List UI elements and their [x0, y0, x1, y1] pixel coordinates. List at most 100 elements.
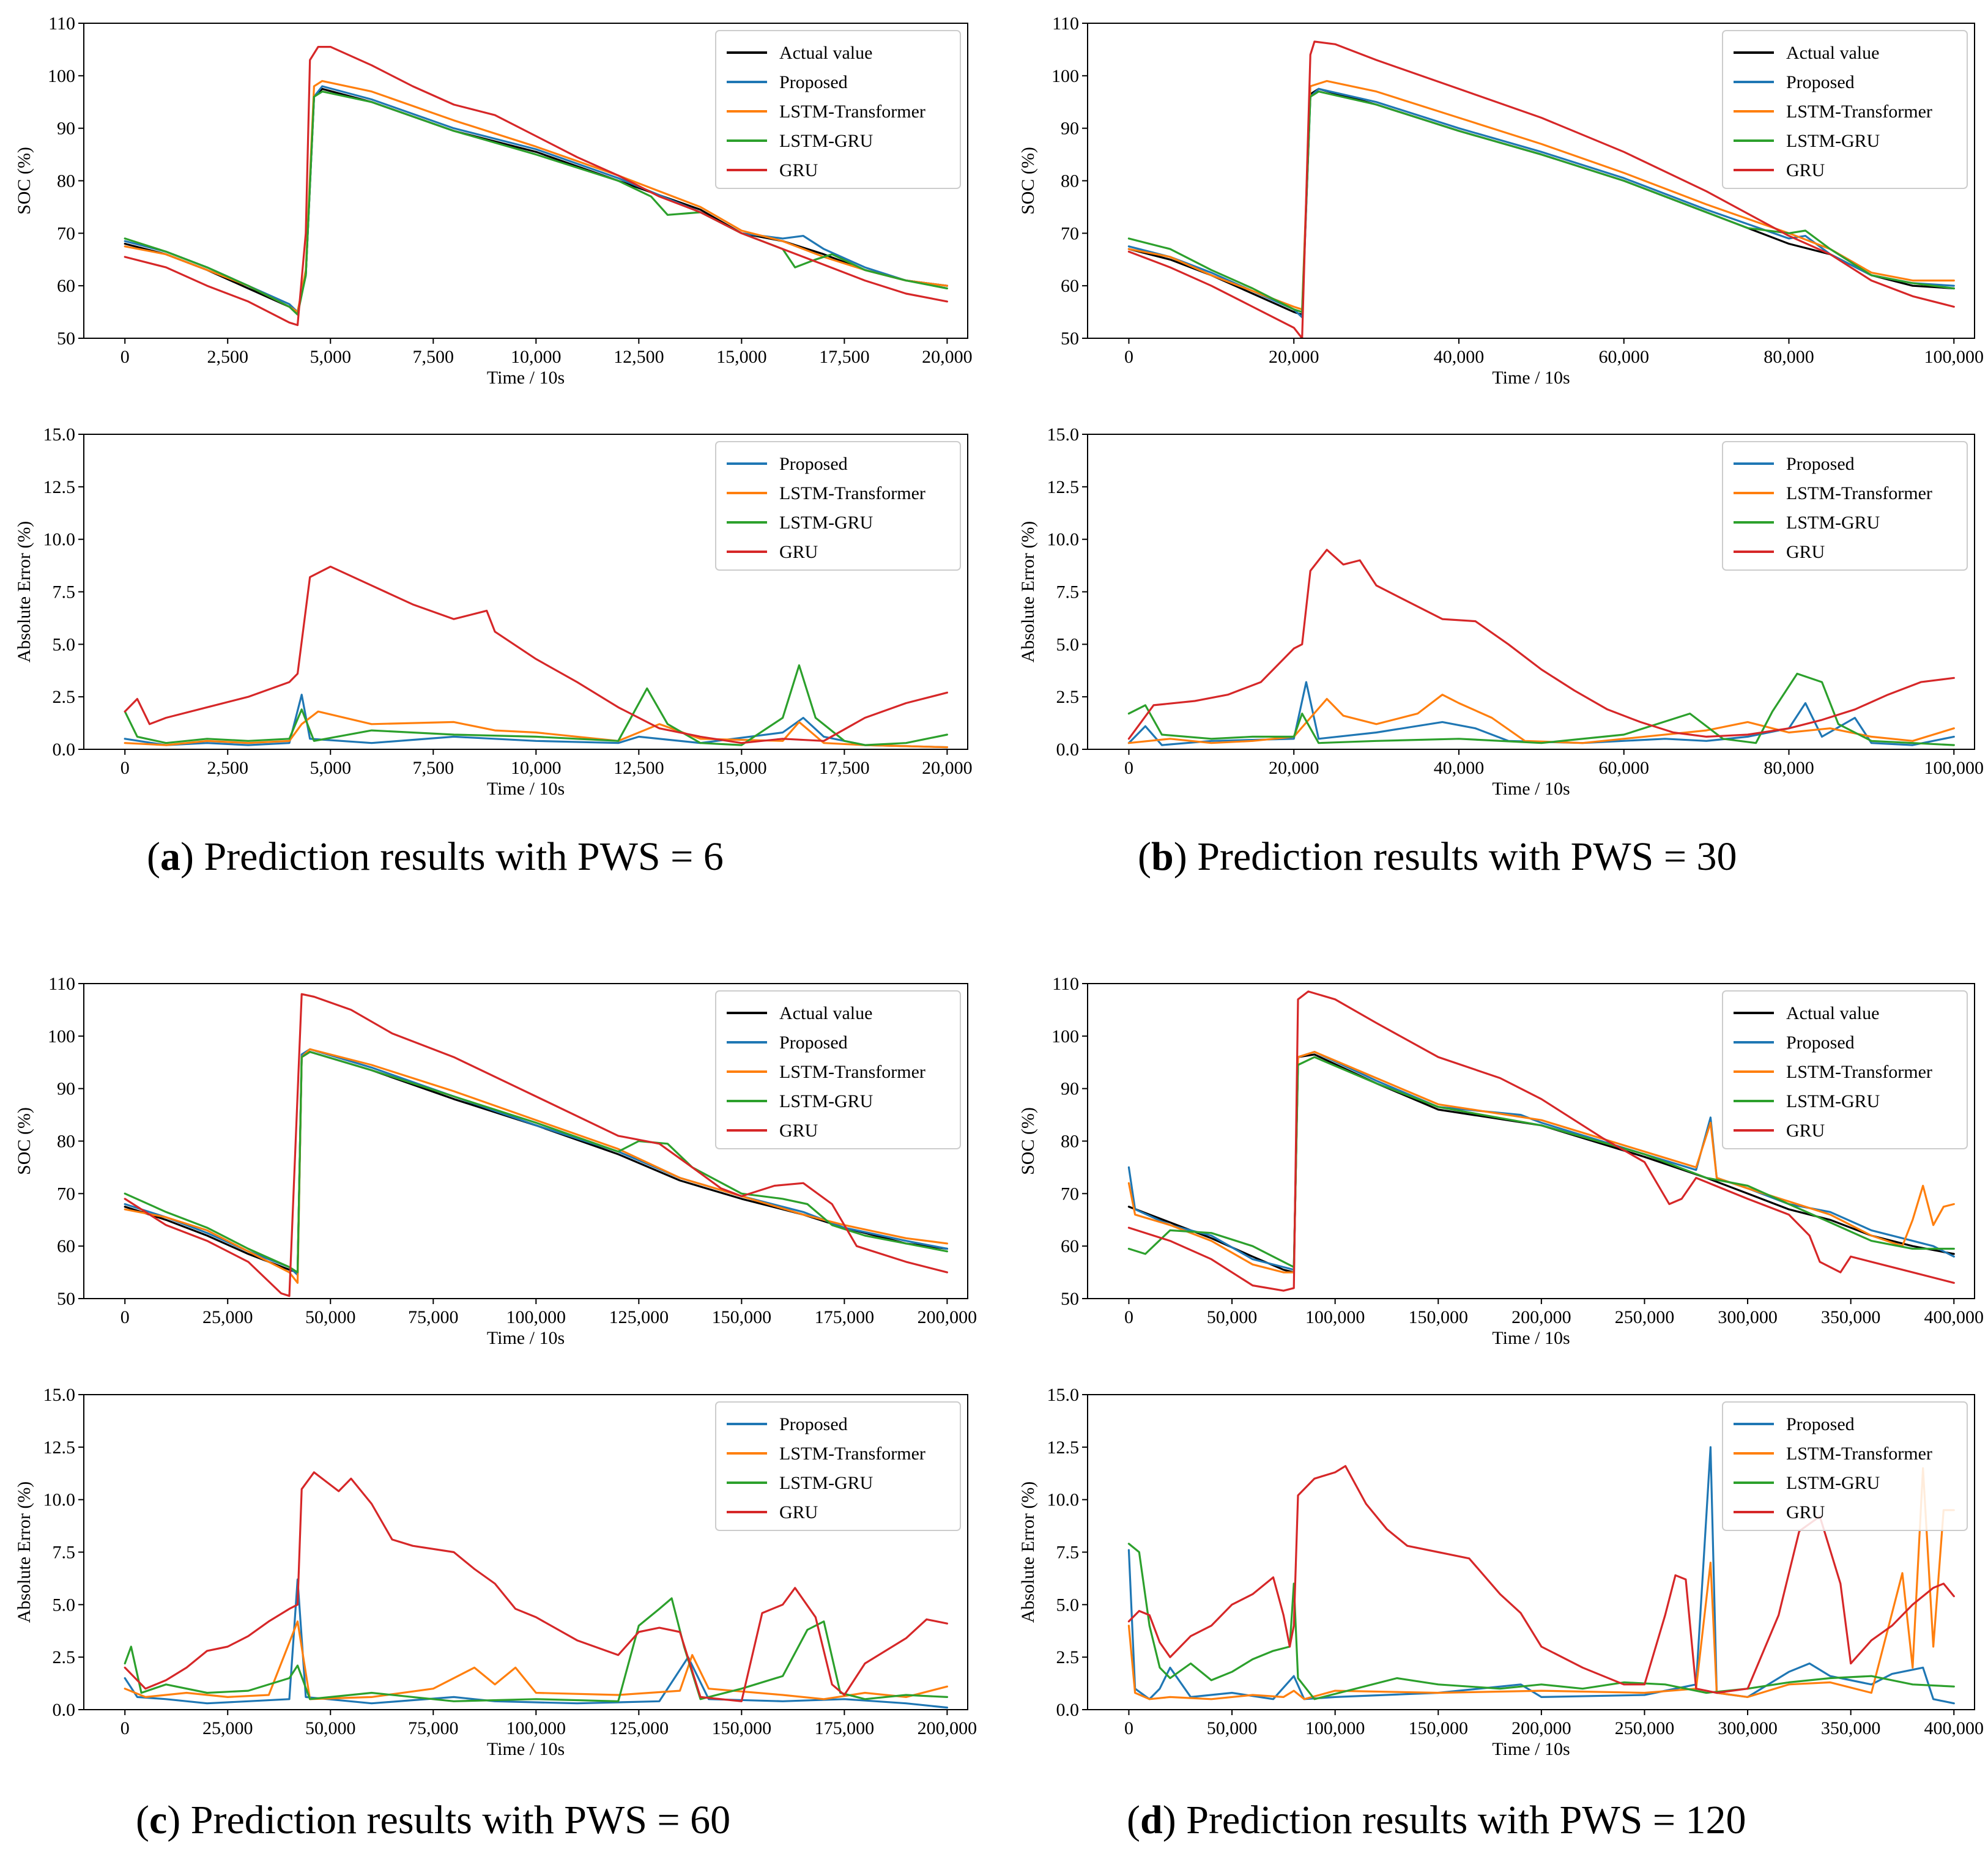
chart-b-soc: 0 20,000 40,000 60,000 80,000 100,000 50 60 70 80…: [1018, 13, 1984, 388]
legend-label: Proposed: [779, 1414, 848, 1434]
y-tick-label: 7.5: [53, 1543, 76, 1563]
y-tick-label: 60: [1061, 276, 1079, 296]
legend-label: Proposed: [1786, 454, 1855, 474]
x-tick-label: 0: [1124, 347, 1133, 367]
series-line-proposed: [124, 694, 948, 749]
plot-lines: [124, 46, 948, 327]
legend-label: LSTM-Transformer: [779, 483, 925, 503]
x-tick-label: 50,000: [305, 1307, 356, 1327]
y-axis-label: SOC (%): [14, 147, 34, 215]
x-tick-label: 17,500: [819, 758, 870, 778]
chart-c-soc: 0 25,000 50,000 75,000 100,000 125,000 150,000…: [14, 974, 977, 1348]
y-tick-label: 10.0: [43, 1490, 76, 1510]
x-tick-label: 100,000: [506, 1307, 566, 1327]
x-tick-label: 2,500: [207, 758, 248, 778]
x-tick-label: 100,000: [1924, 347, 1984, 367]
x-tick-label: 12,500: [614, 347, 664, 367]
legend-label: LSTM-GRU: [779, 131, 873, 151]
y-axis-label: Absolute Error (%): [14, 521, 34, 663]
series-line-gru: [124, 565, 948, 744]
caption-d-text: (d) Prediction results with PWS = 120: [1127, 1798, 1746, 1842]
legend-label: LSTM-Transformer: [1786, 1062, 1932, 1082]
legend-box: [715, 990, 961, 1149]
legend-label: GRU: [779, 542, 818, 562]
x-tick-label: 80,000: [1764, 347, 1814, 367]
series-line-lstm-transformer: [1127, 1467, 1955, 1700]
legend: Actual value Proposed LSTM-Transformer LSTM…: [715, 30, 961, 189]
y-axis-label: Absolute Error (%): [1018, 521, 1038, 663]
y-tick-label: 80: [1061, 171, 1079, 191]
series-line-lstm-gru: [124, 1597, 948, 1702]
y-tick-label: 15.0: [43, 1385, 76, 1405]
x-tick-label: 17,500: [819, 347, 870, 367]
y-tick-label: 80: [57, 171, 75, 191]
x-tick-label: 0: [121, 347, 130, 367]
y-axis-label: SOC (%): [1018, 147, 1038, 215]
x-tick-label: 75,000: [408, 1718, 459, 1738]
y-tick-label: 5.0: [1056, 634, 1080, 654]
caption-c-text: (c) Prediction results with PWS = 60: [136, 1798, 730, 1842]
legend-label: LSTM-Transformer: [1786, 483, 1932, 503]
y-tick-label: 0.0: [53, 1700, 76, 1720]
series-line-proposed: [124, 1578, 948, 1709]
y-tick-label: 70: [57, 1184, 75, 1204]
y-tick-label: 7.5: [53, 582, 76, 603]
legend-label: GRU: [779, 1502, 818, 1522]
x-tick-label: 50,000: [305, 1718, 356, 1738]
series-line-lstm-gru: [1127, 672, 1955, 746]
x-axis-label: Time / 10s: [487, 1739, 565, 1759]
y-tick-label: 50: [57, 1289, 75, 1309]
series-line-gru: [1127, 549, 1955, 740]
x-tick-label: 20,000: [922, 758, 973, 778]
x-axis-label: Time / 10s: [1492, 1328, 1570, 1348]
y-tick-label: 50: [1061, 328, 1079, 349]
x-tick-label: 100,000: [1305, 1718, 1365, 1738]
y-tick-label: 100: [1051, 1026, 1079, 1047]
legend-box: [715, 30, 961, 189]
legend-label: LSTM-GRU: [779, 1091, 873, 1111]
series-line-lstm-transformer: [1127, 1051, 1955, 1274]
y-tick-label: 12.5: [43, 477, 76, 497]
x-tick-label: 350,000: [1821, 1718, 1881, 1738]
legend-label: LSTM-Transformer: [779, 102, 925, 122]
legend-label: GRU: [1786, 1502, 1825, 1522]
y-tick-label: 90: [1061, 119, 1079, 139]
y-tick-label: 2.5: [1056, 1647, 1080, 1667]
x-tick-label: 175,000: [815, 1718, 875, 1738]
x-tick-label: 15,000: [716, 758, 767, 778]
x-tick-label: 5,000: [310, 347, 352, 367]
x-tick-label: 75,000: [408, 1307, 459, 1327]
caption-a: (a) Prediction results with PWS = 6: [147, 834, 724, 879]
y-tick-label: 50: [57, 328, 75, 349]
series-line-lstm-gru: [1127, 1056, 1955, 1269]
x-tick-label: 7,500: [413, 758, 454, 778]
legend-label: LSTM-Transformer: [1786, 1444, 1932, 1464]
legend: Proposed LSTM-Transformer LSTM-GRU GRU: [1722, 1401, 1968, 1531]
x-tick-label: 25,000: [202, 1718, 253, 1738]
legend-label: LSTM-GRU: [1786, 1091, 1880, 1111]
y-tick-label: 12.5: [43, 1437, 76, 1458]
legend-label: Proposed: [1786, 72, 1855, 92]
x-tick-label: 25,000: [202, 1307, 253, 1327]
x-tick-label: 15,000: [716, 347, 767, 367]
x-tick-label: 400,000: [1924, 1718, 1984, 1738]
x-tick-label: 0: [1124, 758, 1133, 778]
legend-label: Proposed: [1786, 1033, 1855, 1053]
y-tick-label: 2.5: [1056, 687, 1080, 707]
caption-b: (b) Prediction results with PWS = 30: [1138, 834, 1737, 879]
x-tick-label: 200,000: [1511, 1718, 1571, 1738]
y-tick-label: 10.0: [1047, 1490, 1080, 1510]
plot-lines: [1127, 40, 1955, 338]
x-tick-label: 2,500: [207, 347, 248, 367]
chart-a-soc: 0 2,500 5,000 7,500 10,000 12,500 15,000 17,500…: [14, 13, 973, 388]
series-line-proposed: [1127, 1446, 1955, 1705]
caption-a-text: (a) Prediction results with PWS = 6: [147, 834, 724, 879]
y-tick-label: 90: [57, 1079, 75, 1099]
legend-label: LSTM-Transformer: [1786, 102, 1932, 122]
legend-label: GRU: [1786, 542, 1825, 562]
x-tick-label: 125,000: [609, 1307, 669, 1327]
x-tick-label: 0: [1124, 1718, 1133, 1738]
y-tick-label: 5.0: [1056, 1595, 1080, 1615]
legend: Proposed LSTM-Transformer LSTM-GRU GRU: [1722, 441, 1968, 571]
